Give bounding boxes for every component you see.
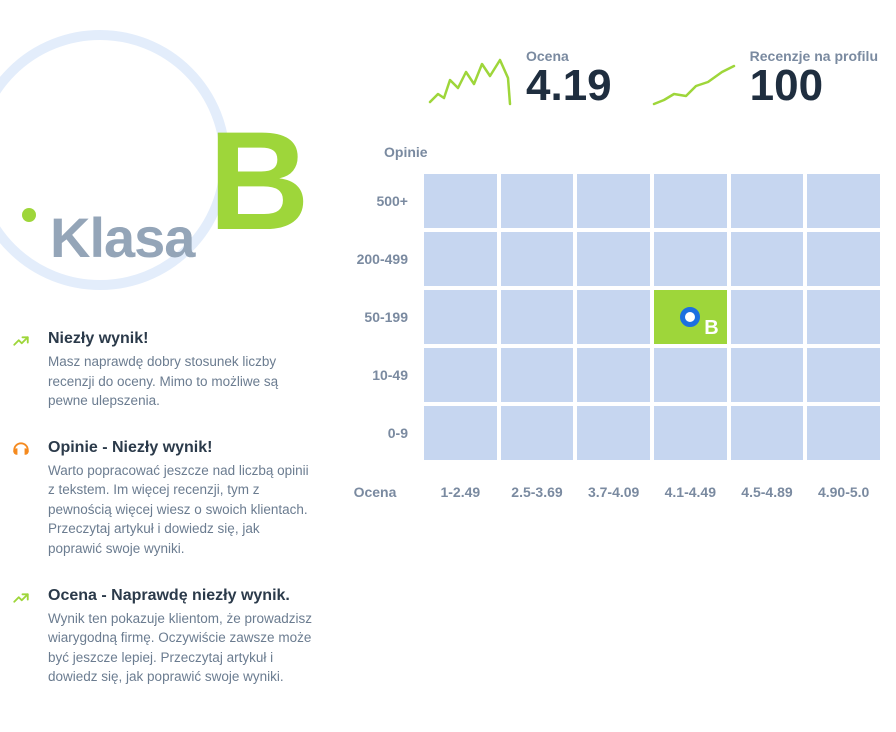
matrix-row-label: 500+ (330, 174, 420, 228)
matrix-col-label: 4.90-5.0 (807, 484, 880, 500)
matrix-col-label: 2.5-3.69 (501, 484, 574, 500)
matrix-row-label: 50-199 (330, 290, 420, 344)
badge-grade: B (208, 132, 309, 230)
matrix-cell (731, 348, 804, 402)
matrix-cell (424, 348, 497, 402)
matrix-cell (577, 174, 650, 228)
matrix-cell (654, 348, 727, 402)
matrix-cell (577, 290, 650, 344)
matrix-ylabel: Opinie (384, 144, 888, 160)
matrix-cell (501, 232, 574, 286)
tip-title: Opinie - Niezły wynik! (48, 439, 314, 457)
tip-title: Ocena - Naprawdę niezły wynik. (48, 587, 314, 605)
matrix-cell (654, 174, 727, 228)
matrix-cell (654, 232, 727, 286)
matrix-cell (731, 290, 804, 344)
matrix-cell (501, 174, 574, 228)
matrix-cell (501, 290, 574, 344)
matrix-cell (807, 174, 880, 228)
tip-item: Ocena - Naprawdę niezły wynik. Wynik ten… (12, 587, 314, 687)
tip-item: Niezły wynik! Masz naprawdę dobry stosun… (12, 330, 314, 411)
tips-list: Niezły wynik! Masz naprawdę dobry stosun… (10, 330, 314, 687)
matrix-cell (731, 406, 804, 460)
matrix-cell (807, 406, 880, 460)
sparkline-reviews-icon (652, 64, 738, 108)
matrix-cell (807, 232, 880, 286)
stat-rating: Ocena 4.19 (428, 48, 612, 108)
matrix-cell (424, 406, 497, 460)
stat-rating-value: 4.19 (526, 64, 612, 108)
matrix-cell (501, 348, 574, 402)
matrix-row-label: 200-499 (330, 232, 420, 286)
stat-reviews: Recenzje na profilu 100 (652, 48, 878, 108)
matrix-col-label: 4.5-4.89 (731, 484, 804, 500)
tip-body: Wynik ten pokazuje klientom, że prowadzi… (48, 609, 314, 687)
matrix-cell (577, 232, 650, 286)
matrix-cell (424, 290, 497, 344)
matrix-cell (654, 406, 727, 460)
matrix-cell (731, 232, 804, 286)
grade-badge: Klasa B (10, 40, 314, 280)
matrix-cell (577, 348, 650, 402)
matrix-cell (424, 174, 497, 228)
trend-up-icon (12, 587, 32, 687)
matrix-cell (807, 290, 880, 344)
rating-matrix: Opinie 500+200-49950-199 B 10-490-9 Ocena1… (330, 144, 888, 500)
matrix-row-label: 0-9 (330, 406, 420, 460)
matrix-col-label: 1-2.49 (424, 484, 497, 500)
matrix-cell (807, 348, 880, 402)
stat-reviews-value: 100 (750, 64, 878, 108)
matrix-cell (577, 406, 650, 460)
sparkline-rating-icon (428, 58, 514, 108)
matrix-cell (424, 232, 497, 286)
badge-word: Klasa (50, 205, 194, 270)
headphones-icon (12, 439, 32, 559)
matrix-cell: B (654, 290, 727, 344)
matrix-cell (731, 174, 804, 228)
matrix-row-label: 10-49 (330, 348, 420, 402)
matrix-highlight-letter: B (704, 317, 718, 340)
tip-body: Warto popracować jeszcze nad liczbą opin… (48, 461, 314, 559)
tip-title: Niezły wynik! (48, 330, 314, 348)
tip-item: Opinie - Niezły wynik! Warto popracować … (12, 439, 314, 559)
matrix-cell (501, 406, 574, 460)
matrix-col-label: 4.1-4.49 (654, 484, 727, 500)
tip-body: Masz naprawdę dobry stosunek liczby rece… (48, 352, 314, 411)
matrix-col-label: 3.7-4.09 (577, 484, 650, 500)
matrix-marker (680, 307, 700, 327)
badge-dot (22, 208, 36, 222)
matrix-xlabel: Ocena (330, 484, 420, 500)
trend-up-icon (12, 330, 32, 411)
